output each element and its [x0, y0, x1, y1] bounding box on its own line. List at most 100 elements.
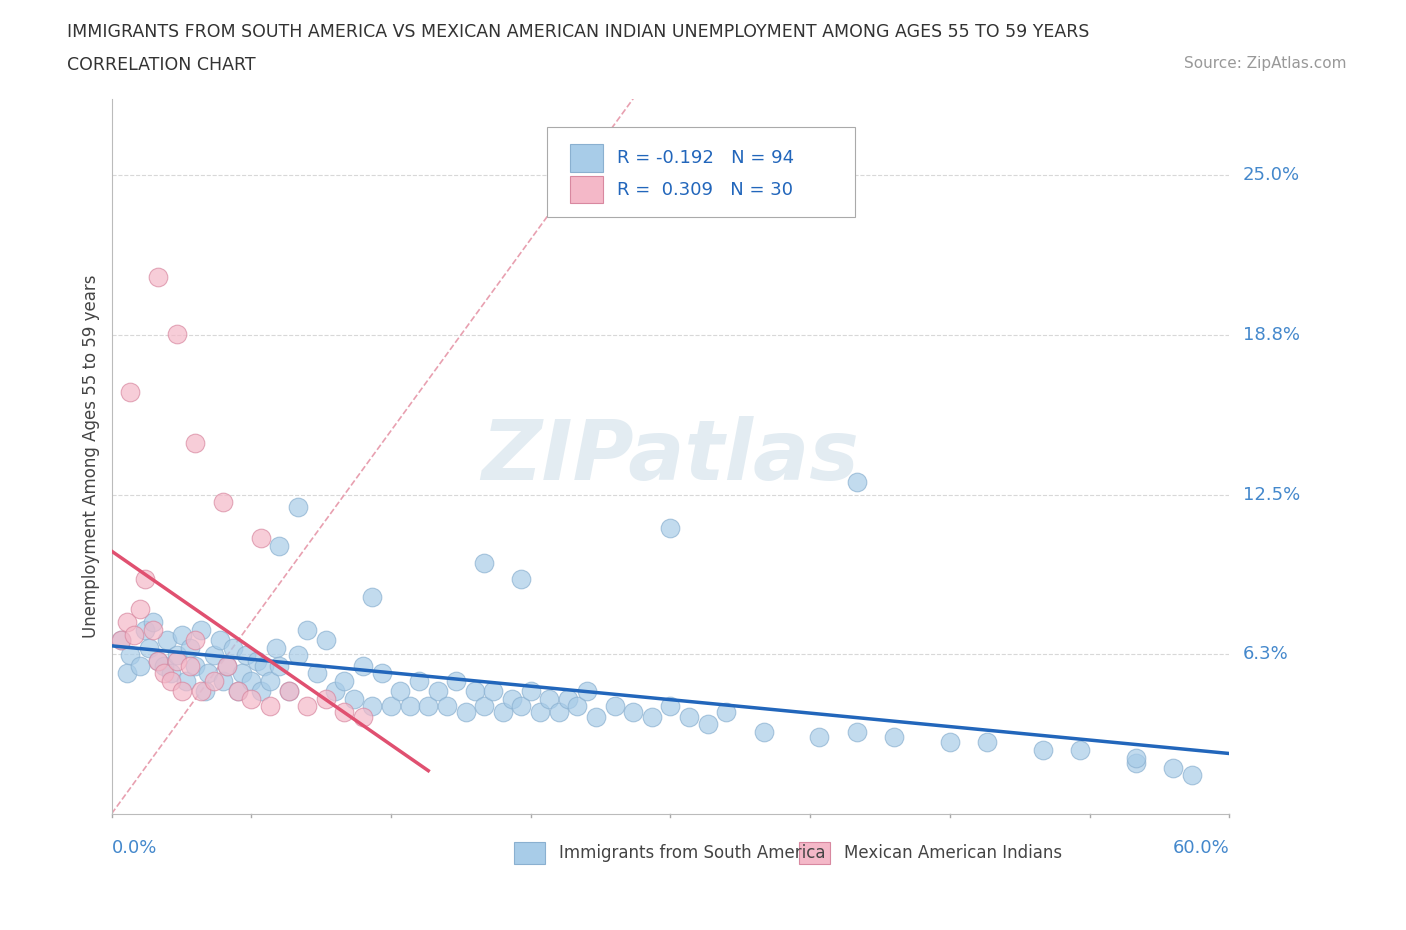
Point: [128, 658, 150, 673]
Point: [253, 658, 276, 673]
Point: [939, 735, 962, 750]
Point: [184, 658, 207, 673]
Point: [184, 436, 207, 451]
Point: [217, 658, 239, 673]
Point: [436, 699, 458, 714]
Point: [454, 704, 477, 719]
Point: [418, 699, 440, 714]
Point: [510, 699, 533, 714]
Text: Immigrants from South America: Immigrants from South America: [558, 844, 825, 862]
Bar: [569, 176, 603, 203]
Point: [845, 724, 868, 739]
Point: [152, 666, 174, 681]
Point: [752, 724, 775, 739]
Point: [160, 666, 183, 681]
Point: [179, 658, 201, 673]
Point: [492, 704, 515, 719]
Point: [621, 704, 644, 719]
Bar: [569, 144, 603, 172]
Point: [217, 658, 239, 673]
Point: [529, 704, 551, 719]
Point: [323, 684, 346, 698]
Point: [190, 684, 212, 698]
Point: [641, 710, 664, 724]
Point: [808, 730, 831, 745]
Point: [120, 648, 142, 663]
Point: [249, 684, 271, 698]
Point: [575, 684, 598, 698]
Point: [659, 520, 682, 535]
Point: [142, 615, 165, 630]
Point: [212, 673, 235, 688]
Point: [976, 735, 998, 750]
Point: [1125, 755, 1147, 770]
Point: [567, 699, 589, 714]
Point: [333, 673, 356, 688]
Point: [202, 648, 225, 663]
Point: [287, 499, 309, 514]
Point: [696, 717, 718, 732]
Point: [212, 495, 235, 510]
Point: [138, 640, 160, 655]
Point: [269, 538, 291, 553]
Point: [883, 730, 905, 745]
Point: [472, 556, 495, 571]
Point: [277, 684, 299, 698]
Point: [277, 684, 299, 698]
Point: [184, 632, 207, 647]
Point: [361, 699, 384, 714]
Point: [287, 648, 309, 663]
Point: [259, 699, 281, 714]
Point: [115, 666, 138, 681]
Text: 12.5%: 12.5%: [1243, 485, 1301, 503]
Point: [305, 666, 328, 681]
Point: [142, 622, 165, 637]
Point: [547, 704, 569, 719]
Point: [146, 653, 169, 668]
Point: [464, 684, 486, 698]
Point: [380, 699, 402, 714]
Point: [333, 704, 356, 719]
Point: [1181, 768, 1204, 783]
Point: [585, 710, 607, 724]
Text: Mexican American Indians: Mexican American Indians: [844, 844, 1062, 862]
Point: [240, 673, 263, 688]
Point: [172, 684, 194, 698]
Point: [398, 699, 420, 714]
Point: [538, 691, 561, 706]
Point: [1069, 742, 1091, 757]
Point: [444, 673, 467, 688]
Point: [249, 530, 271, 545]
Point: [361, 590, 384, 604]
Text: Source: ZipAtlas.com: Source: ZipAtlas.com: [1184, 56, 1347, 71]
Point: [510, 571, 533, 586]
Point: [160, 673, 183, 688]
Point: [197, 666, 219, 681]
Point: [246, 653, 269, 668]
Point: [269, 658, 291, 673]
Point: [557, 691, 579, 706]
Point: [194, 684, 217, 698]
Point: [1032, 742, 1054, 757]
Point: [343, 691, 366, 706]
Text: 60.0%: 60.0%: [1173, 839, 1229, 857]
Point: [259, 673, 281, 688]
Point: [1163, 761, 1185, 776]
Text: CORRELATION CHART: CORRELATION CHART: [67, 56, 256, 73]
Point: [264, 640, 287, 655]
Point: [146, 653, 169, 668]
Text: ZIPatlas: ZIPatlas: [481, 416, 859, 497]
Point: [172, 628, 194, 643]
Point: [408, 673, 430, 688]
Point: [221, 640, 243, 655]
Point: [208, 632, 231, 647]
Point: [166, 648, 188, 663]
Text: 0.0%: 0.0%: [111, 839, 157, 857]
Point: [519, 684, 541, 698]
Point: [134, 571, 156, 586]
Point: [389, 684, 412, 698]
Point: [128, 602, 150, 617]
Point: [146, 270, 169, 285]
Point: [603, 699, 626, 714]
Point: [226, 684, 249, 698]
